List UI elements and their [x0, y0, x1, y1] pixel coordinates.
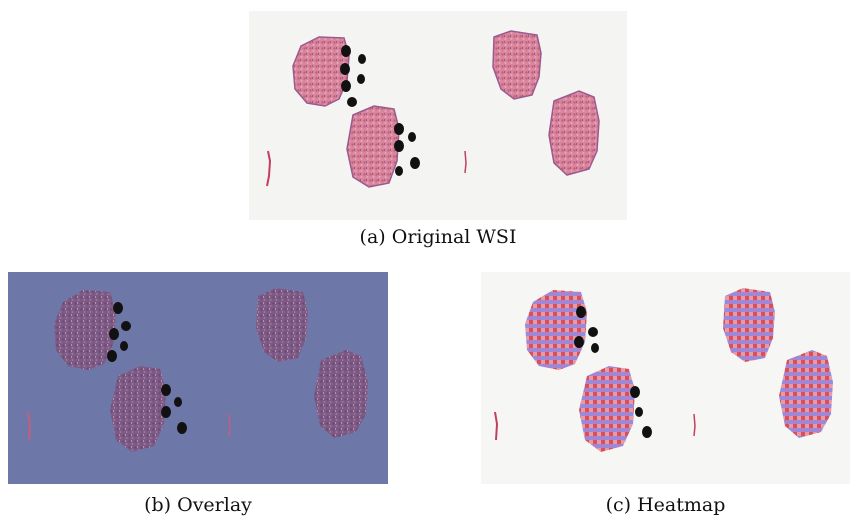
caption-heatmap: (c) Heatmap: [605, 494, 726, 516]
caption-original-wsi: (a) Original WSI: [359, 226, 517, 248]
overlay-image: [8, 272, 388, 484]
caption-overlay: (b) Overlay: [144, 494, 252, 516]
original-wsi-image: [249, 11, 627, 220]
heatmap-image: [481, 272, 850, 484]
